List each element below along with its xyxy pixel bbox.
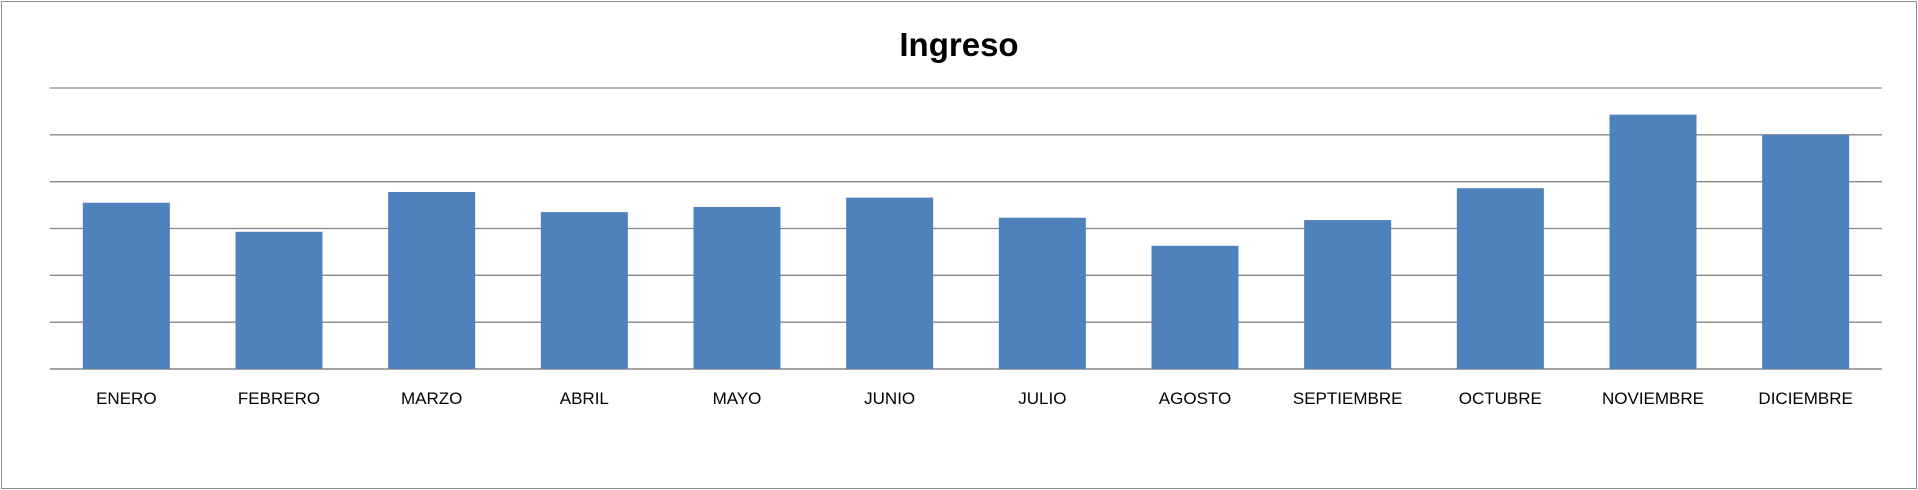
x-tick-label: NOVIEMBRE xyxy=(1602,389,1704,408)
bar-julio xyxy=(998,217,1086,369)
x-tick-label: SEPTIEMBRE xyxy=(1293,389,1403,408)
x-tick-label: JUNIO xyxy=(864,389,915,408)
x-tick-label: JULIO xyxy=(1018,389,1066,408)
x-tick-label: ENERO xyxy=(96,389,156,408)
bar-mayo xyxy=(693,206,781,369)
x-tick-label: ABRIL xyxy=(560,389,609,408)
chart-title: Ingreso xyxy=(899,26,1018,63)
bar-noviembre xyxy=(1609,114,1697,369)
bar-octubre xyxy=(1456,188,1544,369)
bar-septiembre xyxy=(1304,220,1392,369)
bar-agosto xyxy=(1151,245,1239,369)
x-tick-label: OCTUBRE xyxy=(1459,389,1542,408)
x-tick-label: DICIEMBRE xyxy=(1758,389,1852,408)
x-tick-label: AGOSTO xyxy=(1159,389,1231,408)
x-tick-label: MAYO xyxy=(713,389,762,408)
bar-enero xyxy=(82,202,170,369)
bar-series xyxy=(82,114,1850,369)
x-tick-label: FEBRERO xyxy=(238,389,320,408)
bar-marzo xyxy=(388,191,476,369)
bar-febrero xyxy=(235,231,323,369)
bar-abril xyxy=(540,212,628,369)
x-tick-label: MARZO xyxy=(401,389,462,408)
x-axis-labels: ENERO FEBRERO MARZO ABRIL MAYO JUNIO JULIO AGOS… xyxy=(96,389,1853,408)
bar-diciembre xyxy=(1762,134,1850,369)
gridlines xyxy=(50,87,1882,370)
bar-junio xyxy=(846,197,934,369)
